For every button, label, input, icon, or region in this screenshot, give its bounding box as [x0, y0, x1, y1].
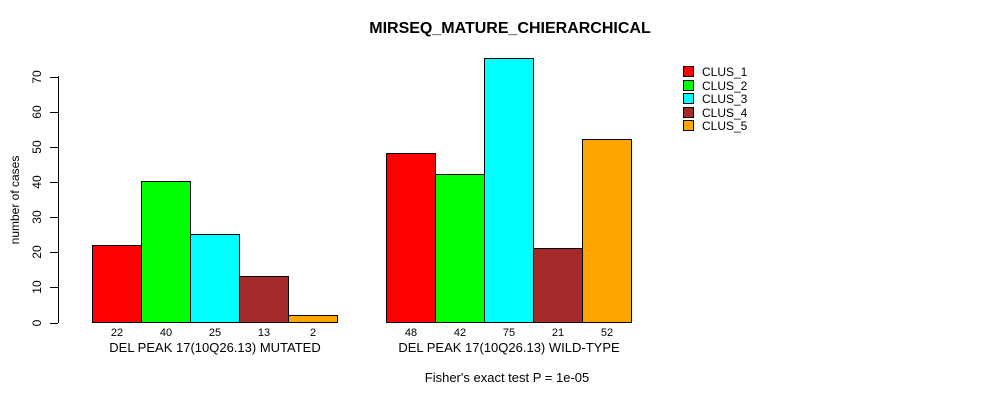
bar-value-label: 42: [453, 327, 467, 339]
y-tick-mark: [50, 287, 58, 288]
legend-swatch-clus_4: [683, 107, 694, 118]
y-tick-label: 30: [30, 210, 44, 224]
y-tick-mark: [50, 77, 58, 78]
bar-clus_1-group1: [92, 245, 142, 323]
y-tick-mark: [50, 182, 58, 183]
y-tick-label: 60: [30, 105, 44, 119]
y-tick-label: 40: [30, 175, 44, 189]
y-tick-mark: [50, 147, 58, 148]
legend-label-clus_4: CLUS_4: [702, 106, 748, 120]
bar-clus_1-group2: [386, 153, 436, 323]
y-tick-mark: [50, 217, 58, 218]
bar-value-label: 25: [208, 327, 222, 339]
group-axis-label: DEL PEAK 17(10Q26.13) MUTATED: [109, 340, 321, 355]
legend-swatch-clus_2: [683, 80, 694, 91]
bar-clus_2-group1: [141, 181, 191, 323]
bar-clus_3-group1: [190, 234, 240, 323]
bar-value-label: 48: [404, 327, 418, 339]
chart-title: MIRSEQ_MATURE_CHIERARCHICAL: [369, 20, 651, 37]
bar-clus_5-group1: [288, 315, 338, 323]
fisher-test-annotation: Fisher's exact test P = 1e-05: [424, 370, 590, 385]
bar-clus_3-group2: [484, 58, 534, 323]
y-axis-line: [58, 76, 59, 323]
legend-label-clus_1: CLUS_1: [702, 65, 748, 79]
legend-swatch-clus_1: [683, 66, 694, 77]
group-axis-label: DEL PEAK 17(10Q26.13) WILD-TYPE: [398, 340, 620, 355]
bar-value-label: 2: [309, 327, 317, 339]
bar-value-label: 75: [502, 327, 516, 339]
bar-value-label: 40: [159, 327, 173, 339]
y-axis-title: number of cases: [8, 155, 22, 245]
y-tick-label: 20: [30, 245, 44, 259]
bar-value-label: 13: [257, 327, 271, 339]
legend-label-clus_3: CLUS_3: [702, 92, 748, 106]
legend-label-clus_2: CLUS_2: [702, 79, 748, 93]
legend-label-clus_5: CLUS_5: [702, 119, 748, 133]
y-tick-mark: [50, 323, 58, 324]
y-tick-mark: [50, 252, 58, 253]
bar-clus_4-group2: [533, 248, 583, 323]
y-tick-label: 70: [30, 70, 44, 84]
bar-value-label: 21: [551, 327, 565, 339]
y-tick-label: 10: [30, 280, 44, 294]
bar-clus_2-group2: [435, 174, 485, 323]
legend-swatch-clus_5: [683, 120, 694, 131]
bar-value-label: 22: [110, 327, 124, 339]
legend-swatch-clus_3: [683, 93, 694, 104]
bar-clus_5-group2: [582, 139, 632, 323]
bar-value-label: 52: [600, 327, 614, 339]
y-tick-label: 50: [30, 140, 44, 154]
bar-clus_4-group1: [239, 276, 289, 323]
y-tick-mark: [50, 112, 58, 113]
y-tick-label: 0: [30, 319, 44, 327]
